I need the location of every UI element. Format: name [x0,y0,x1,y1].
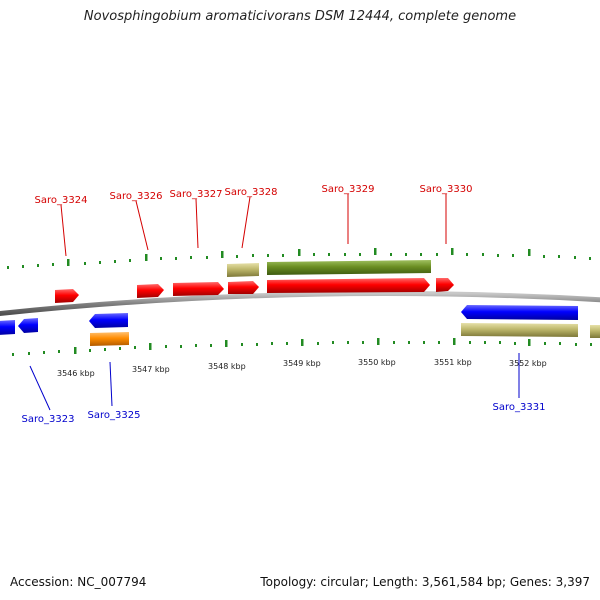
genome-backbone [0,291,600,317]
topology-summary: Topology: circular; Length: 3,561,584 bp… [260,575,590,589]
feature-khaki-3328[interactable] [227,263,259,277]
scale-label-3552: 3552 kbp [509,359,547,368]
gene-saro-3326[interactable] [137,284,164,298]
leader-saro-3325 [109,361,113,407]
gene-saro-3327[interactable] [173,282,224,296]
inner-tick-track [12,338,592,356]
gene-saro-3324[interactable] [55,289,79,303]
gene-labels: Saro_3324 Saro_3326 Saro_3327 Saro_3328 … [22,184,546,425]
scale-label-3548: 3548 kbp [208,362,246,371]
forward-strand-genes [55,278,454,303]
gene-saro-3329[interactable] [267,278,430,293]
gene-label-saro-3328[interactable]: Saro_3328 [225,187,278,198]
scale-labels: 3546 kbp 3547 kbp 3548 kbp 3549 kbp 3550… [57,358,547,378]
leader-saro-3328 [241,196,251,249]
leader-saro-3326 [135,200,149,251]
gene-label-saro-3327[interactable]: Saro_3327 [170,189,223,200]
feature-khaki-right[interactable] [590,325,600,338]
gene-label-saro-3330[interactable]: Saro_3330 [420,184,473,195]
scale-label-3547: 3547 kbp [132,365,170,374]
gene-saro-3331[interactable] [461,305,578,320]
feature-track-forward [227,260,431,277]
gene-saro-3328[interactable] [228,281,259,294]
gene-label-saro-3324[interactable]: Saro_3324 [35,195,88,206]
label-leaders [29,194,520,411]
feature-orange-3325[interactable] [90,332,129,346]
gene-unlabeled-left[interactable] [0,320,15,335]
leader-saro-3323 [29,365,51,411]
leader-saro-3324 [60,204,67,257]
gene-label-saro-3331[interactable]: Saro_3331 [493,402,546,413]
scale-label-3546: 3546 kbp [57,369,95,378]
gene-label-saro-3326[interactable]: Saro_3326 [110,191,163,202]
outer-tick-track [7,248,591,269]
gene-label-saro-3329[interactable]: Saro_3329 [322,184,375,195]
feature-olive-3329[interactable] [267,260,431,275]
feature-khaki-3331[interactable] [461,323,578,337]
scale-label-3551: 3551 kbp [434,358,472,367]
scale-label-3550: 3550 kbp [358,358,396,367]
genome-title: Novosphingobium aromaticivorans DSM 1244… [83,9,517,24]
leader-saro-3327 [195,198,199,249]
feature-track-reverse [90,323,600,346]
reverse-strand-genes [0,305,578,335]
gene-saro-3330[interactable] [436,278,454,292]
accession-text: Accession: NC_007794 [10,575,147,589]
gene-label-saro-3323[interactable]: Saro_3323 [22,414,75,425]
gene-saro-3325[interactable] [89,313,128,328]
scale-label-3549: 3549 kbp [283,359,321,368]
gene-label-saro-3325[interactable]: Saro_3325 [88,410,141,421]
gene-saro-3323[interactable] [18,318,38,333]
